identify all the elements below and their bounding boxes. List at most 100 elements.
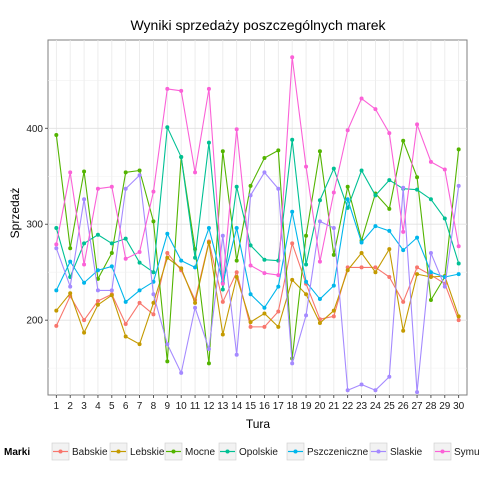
data-point-pszczeniczne <box>82 280 87 285</box>
data-point-mocne <box>234 258 239 263</box>
data-point-opolskie <box>387 178 392 183</box>
data-point-symulow <box>193 170 198 175</box>
x-tick-label: 26 <box>398 401 410 412</box>
data-point-symulow <box>109 184 114 189</box>
data-point-slaskie <box>123 186 128 191</box>
data-point-pszczeniczne <box>179 258 184 263</box>
data-point-symulow <box>137 250 142 255</box>
x-tick-label: 2 <box>67 401 73 412</box>
x-tick-label: 9 <box>165 401 171 412</box>
data-point-opolskie <box>456 261 461 266</box>
data-point-slaskie <box>373 388 378 393</box>
legend-key-point <box>171 449 176 454</box>
data-point-pszczeniczne <box>317 297 322 302</box>
data-point-symulow <box>317 259 322 264</box>
x-tick-label: 1 <box>54 401 60 412</box>
data-point-babskie <box>401 299 406 304</box>
data-point-lebskie <box>220 332 225 337</box>
data-point-opolskie <box>165 125 170 130</box>
data-point-symulow <box>359 96 364 101</box>
data-point-mocne <box>82 169 87 174</box>
data-point-mocne <box>220 149 225 154</box>
data-point-pszczeniczne <box>68 259 73 264</box>
data-point-slaskie <box>68 284 73 289</box>
series-line-mocne <box>55 134 460 364</box>
x-tick-label: 27 <box>411 401 423 412</box>
legend-label-slaskie: Slaskie <box>390 447 423 458</box>
x-tick-label: 13 <box>217 401 229 412</box>
legend-label-lebskie: Lebskie <box>130 447 165 458</box>
x-axis-title: Tura <box>246 417 271 431</box>
x-tick-label: 24 <box>370 401 382 412</box>
data-point-lebskie <box>373 270 378 275</box>
series-line-symulow <box>55 56 460 285</box>
data-point-opolskie <box>248 243 253 248</box>
data-point-symulow <box>373 107 378 112</box>
data-point-symulow <box>401 229 406 234</box>
data-point-lebskie <box>165 255 170 260</box>
data-point-symulow <box>304 164 309 169</box>
legend-label-babskie: Babskie <box>72 447 108 458</box>
data-point-slaskie <box>345 388 350 393</box>
data-point-pszczeniczne <box>193 265 198 270</box>
data-point-symulow <box>234 127 239 132</box>
data-point-slaskie <box>95 288 100 293</box>
data-point-opolskie <box>415 187 420 192</box>
data-point-slaskie <box>234 352 239 357</box>
data-point-slaskie <box>359 382 364 387</box>
data-point-mocne <box>95 276 100 281</box>
data-point-pszczeniczne <box>331 283 336 288</box>
data-point-opolskie <box>262 257 267 262</box>
x-tick-label: 18 <box>287 401 299 412</box>
legend-label-pszczeniczne: Pszczeniczne <box>307 447 369 458</box>
data-point-pszczeniczne <box>345 197 350 202</box>
x-tick-label: 21 <box>328 401 340 412</box>
x-tick-label: 7 <box>137 401 143 412</box>
data-point-opolskie <box>54 226 59 231</box>
data-point-pszczeniczne <box>276 284 281 289</box>
legend-item-symulow: Symulow <box>433 442 480 461</box>
x-tick-label: 19 <box>300 401 312 412</box>
data-point-babskie <box>248 324 253 329</box>
legend-label-symulow: Symulow <box>454 447 480 458</box>
data-point-lebskie <box>248 320 253 325</box>
data-point-opolskie <box>331 166 336 171</box>
data-point-babskie <box>54 323 59 328</box>
data-point-opolskie <box>179 155 184 160</box>
x-tick-label: 12 <box>203 401 215 412</box>
data-point-slaskie <box>442 284 447 289</box>
plot-panel <box>47 39 468 396</box>
data-point-pszczeniczne <box>262 305 267 310</box>
data-point-mocne <box>401 138 406 143</box>
data-point-symulow <box>248 263 253 268</box>
data-point-opolskie <box>151 270 156 275</box>
x-axis-ticks: 1 2 3 4 5 6 7 8 9 10 11 12 13 14 15 16 17 18 19 20 21 22 23 24 2… <box>54 395 465 412</box>
data-point-opolskie <box>234 184 239 189</box>
data-point-symulow <box>95 186 100 191</box>
data-point-mocne <box>68 246 73 251</box>
data-point-pszczeniczne <box>428 270 433 275</box>
data-point-symulow <box>123 256 128 261</box>
data-point-opolskie <box>428 197 433 202</box>
data-point-symulow <box>206 86 211 91</box>
data-point-opolskie <box>206 140 211 145</box>
legend-item-pszczeniczne: Pszczeniczne <box>286 442 369 461</box>
data-point-mocne <box>206 361 211 366</box>
data-point-mocne <box>151 219 156 224</box>
data-point-lebskie <box>137 342 142 347</box>
data-point-slaskie <box>248 193 253 198</box>
data-point-slaskie <box>109 288 114 293</box>
x-tick-label: 17 <box>273 401 285 412</box>
data-point-mocne <box>456 147 461 152</box>
data-point-symulow <box>151 189 156 194</box>
data-point-opolskie <box>137 260 142 265</box>
x-tick-label: 28 <box>425 401 437 412</box>
x-tick-label: 10 <box>176 401 188 412</box>
data-point-symulow <box>387 131 392 136</box>
x-tick-label: 23 <box>356 401 368 412</box>
data-point-slaskie <box>165 342 170 347</box>
data-point-lebskie <box>95 302 100 307</box>
series-line-lebskie <box>55 241 460 345</box>
x-tick-label: 30 <box>453 401 465 412</box>
data-point-babskie <box>456 318 461 323</box>
